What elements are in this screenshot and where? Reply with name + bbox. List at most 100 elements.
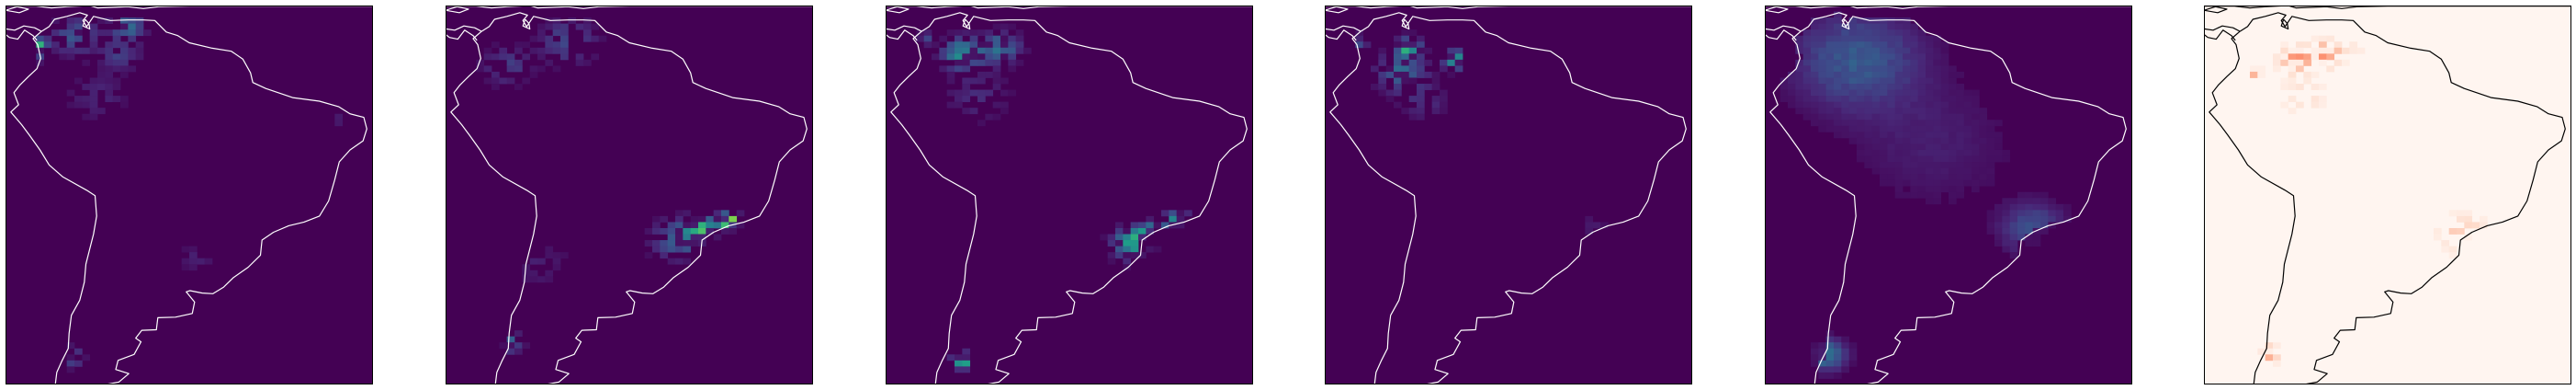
heatmap-cell	[514, 84, 523, 90]
heatmap-cell	[1825, 342, 1835, 350]
heatmap-cell	[499, 47, 508, 54]
heatmap-cell	[1841, 96, 1850, 103]
heatmap-cell	[1818, 120, 1827, 127]
heatmap-cell	[1146, 246, 1155, 253]
heatmap-cell	[181, 246, 190, 253]
heatmap-cell	[120, 65, 129, 73]
heatmap-cell	[1015, 47, 1024, 54]
heatmap-cell	[1910, 101, 1919, 109]
heatmap-cell	[1440, 89, 1448, 97]
heatmap-cell	[1585, 215, 1594, 223]
heatmap-cell	[1972, 143, 1980, 151]
heatmap-cell	[985, 53, 994, 61]
heatmap-cell	[105, 84, 114, 90]
heatmap-cell	[1871, 65, 1881, 73]
heatmap-cell	[683, 227, 692, 235]
heatmap-cell	[721, 227, 729, 235]
heatmap-cell	[1926, 101, 1934, 109]
heatmap-cell	[1848, 53, 1858, 61]
heatmap-cell	[1994, 210, 2003, 217]
heatmap-cell	[1825, 113, 1835, 120]
heatmap-cell	[1986, 167, 1995, 175]
heatmap-cell	[181, 258, 190, 265]
heatmap-cell	[1857, 47, 1865, 54]
heatmap-cell	[1910, 162, 1919, 168]
heatmap-cell	[2017, 191, 2026, 199]
heatmap-cell	[105, 17, 114, 25]
heatmap-cell	[2055, 210, 2064, 217]
heatmap-cell	[939, 53, 948, 61]
heatmap-cell	[522, 77, 531, 85]
heatmap-cell	[1940, 96, 1949, 103]
heatmap-cell	[675, 222, 684, 229]
heatmap-cell	[2009, 215, 2018, 223]
map-frame	[886, 6, 1253, 384]
heatmap-cell	[1894, 65, 1904, 73]
heatmap-cell	[1788, 77, 1796, 85]
heatmap-cell	[1585, 227, 1594, 235]
heatmap-cell	[1894, 174, 1904, 181]
heatmap-cell	[1417, 96, 1425, 103]
heatmap-cell	[560, 35, 569, 42]
heatmap-cell	[652, 227, 661, 235]
heatmap-cell	[1903, 89, 1911, 97]
heatmap-cell	[529, 270, 538, 277]
heatmap-cell	[1408, 77, 1418, 85]
heatmap-cell	[1825, 125, 1835, 132]
heatmap-cell	[962, 59, 971, 66]
heatmap-cell	[1880, 89, 1888, 97]
heatmap-cell	[1887, 132, 1896, 139]
heatmap-cell	[1880, 47, 1888, 54]
heatmap-cell	[939, 47, 948, 54]
heatmap-cell	[1880, 143, 1888, 151]
heatmap-cell	[1887, 167, 1896, 175]
heatmap-cell	[2032, 210, 2041, 217]
heatmap-cell	[1949, 174, 1957, 181]
heatmap-cell	[1811, 348, 1819, 355]
heatmap-cell	[2002, 215, 2011, 223]
heatmap-cell	[1940, 155, 1949, 163]
heatmap-cell	[1940, 167, 1949, 175]
heatmap-cell	[1910, 179, 1919, 187]
heatmap-cell	[1926, 120, 1934, 127]
coastline-segment	[40, 12, 367, 384]
heatmap-cell	[985, 29, 994, 37]
map-frame	[1765, 6, 2132, 384]
heatmap-cell	[1871, 120, 1881, 127]
heatmap-cell	[1795, 108, 1804, 115]
heatmap-cell	[1431, 84, 1441, 90]
heatmap-cell	[1963, 125, 1972, 132]
heatmap-cell	[1431, 71, 1441, 78]
heatmap-cell	[2040, 198, 2049, 205]
heatmap-cell	[1176, 210, 1185, 217]
heatmap-cell	[683, 222, 692, 229]
heatmap-cell	[1956, 191, 1965, 199]
heatmap-cell	[583, 35, 592, 42]
heatmap-cell	[1880, 137, 1888, 144]
heatmap-cell	[1401, 53, 1410, 61]
coastline-segment	[10, 30, 97, 384]
heatmap-cell	[2257, 71, 2266, 78]
heatmap-cell	[2310, 96, 2320, 103]
heatmap-cell	[1811, 354, 1819, 361]
heatmap-cell	[1933, 53, 1942, 61]
heatmap-cell	[1841, 29, 1850, 37]
heatmap-cell	[1917, 191, 1926, 199]
heatmap-cell	[1834, 360, 1842, 367]
heatmap-cell	[1926, 155, 1934, 163]
heatmap-cell	[1818, 71, 1827, 78]
heatmap-cell	[1401, 41, 1410, 49]
heatmap-cell	[74, 348, 83, 355]
heatmap-cell	[568, 17, 577, 25]
heatmap-cell	[1887, 113, 1896, 120]
heatmap-cell	[1818, 342, 1827, 350]
heatmap-cell	[1972, 174, 1980, 181]
heatmap-cell	[1834, 372, 1842, 379]
heatmap-cell	[660, 227, 669, 235]
heatmap-cell	[36, 59, 45, 66]
heatmap-cell	[1910, 137, 1919, 144]
heatmap-cell	[1963, 143, 1972, 151]
heatmap-cell	[1123, 258, 1132, 265]
heatmap-cell	[1841, 366, 1850, 373]
heatmap-cell	[1871, 89, 1881, 97]
